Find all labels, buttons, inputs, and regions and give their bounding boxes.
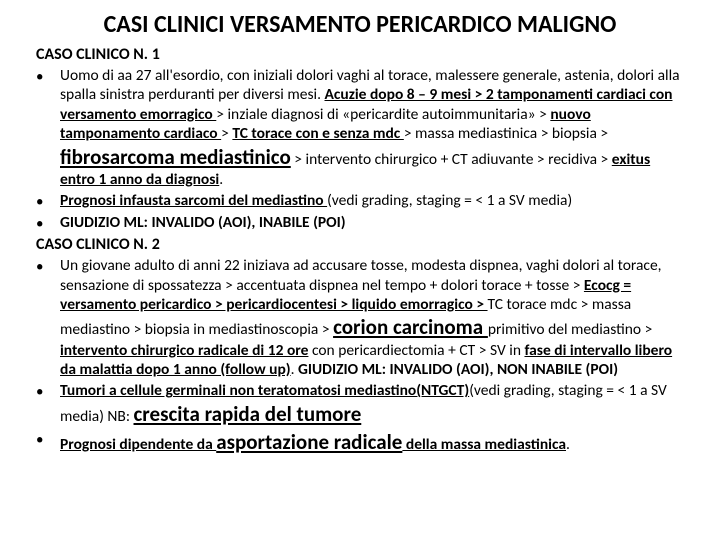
text: > inziale diagnosi di «pericardite autoi…	[216, 105, 550, 124]
case2-bullet-2: • Tumori a cellule germinali non teratom…	[36, 381, 684, 427]
case1-bullet-3: • GIUDIZIO ML: INVALIDO (AOI), INABILE (…	[36, 213, 684, 233]
text: (vedi grading, staging = < 1 a SV media)	[327, 191, 572, 210]
text: > massa mediastinica > biopsia >	[404, 124, 608, 143]
slide-container: CASI CLINICI VERSAMENTO PERICARDICO MALI…	[0, 0, 720, 465]
case2-bullet-3: • Prognosi dipendente da asportazione ra…	[36, 429, 684, 455]
page-title: CASI CLINICI VERSAMENTO PERICARDICO MALI…	[36, 10, 684, 39]
bullet-content: Prognosi infausta sarcomi del mediastino…	[60, 191, 684, 211]
bullet-marker: •	[36, 191, 60, 211]
bullet-content: GIUDIZIO ML: INVALIDO (AOI), INABILE (PO…	[60, 213, 684, 233]
text: Un giovane adulto di anni 22 iniziava ad…	[60, 256, 662, 294]
text-large-underline: fibrosarcoma mediastinico	[60, 144, 291, 170]
bullet-marker: •	[36, 66, 60, 189]
text: .	[566, 435, 570, 454]
text: .	[219, 170, 223, 189]
bullet-marker: •	[36, 381, 60, 427]
bullet-marker: •	[36, 256, 60, 379]
case2-bullet-1: • Un giovane adulto di anni 22 iniziava …	[36, 256, 684, 379]
text-bold-underline: Tumori a cellule germinali non teratomat…	[60, 381, 469, 400]
text: > intervento chirurgico + CT adiuvante >…	[291, 150, 612, 169]
text-bold-underline: intervento chirurgico radicale di 12 ore	[60, 341, 308, 360]
text-large-underline: corion carcinoma	[333, 314, 488, 340]
case2-header: CASO CLINICO N. 2	[36, 235, 684, 254]
bullet-marker: •	[36, 429, 60, 455]
text-bold-underline: TC torace con e senza mdc	[232, 124, 403, 143]
text-bold-underline: della massa mediastinica	[402, 435, 566, 454]
bullet-content: Un giovane adulto di anni 22 iniziava ad…	[60, 256, 684, 379]
text-large-underline: crescita rapida del tumore	[134, 401, 362, 427]
text: primitivo del mediastino >	[488, 320, 652, 339]
text-bold: GIUDIZIO ML: INVALIDO (AOI), NON INABILE…	[298, 360, 618, 379]
bullet-content: Uomo di aa 27 all'esordio, con iniziali …	[60, 66, 684, 189]
bullet-content: Prognosi dipendente da asportazione radi…	[60, 429, 684, 455]
case1-bullet-1: • Uomo di aa 27 all'esordio, con inizial…	[36, 66, 684, 189]
text-large-underline: asportazione radicale	[216, 429, 402, 455]
text-bold-underline: Prognosi dipendente da	[60, 435, 216, 454]
text: >	[221, 124, 232, 143]
bullet-marker: •	[36, 213, 60, 233]
text-bold-underline: Prognosi infausta sarcomi del mediastino	[60, 191, 327, 210]
text: .	[291, 360, 298, 379]
bullet-content: Tumori a cellule germinali non teratomat…	[60, 381, 684, 427]
text: con pericardiectomia + CT > SV in	[308, 341, 524, 360]
case1-header: CASO CLINICO N. 1	[36, 45, 684, 64]
case1-bullet-2: • Prognosi infausta sarcomi del mediasti…	[36, 191, 684, 211]
